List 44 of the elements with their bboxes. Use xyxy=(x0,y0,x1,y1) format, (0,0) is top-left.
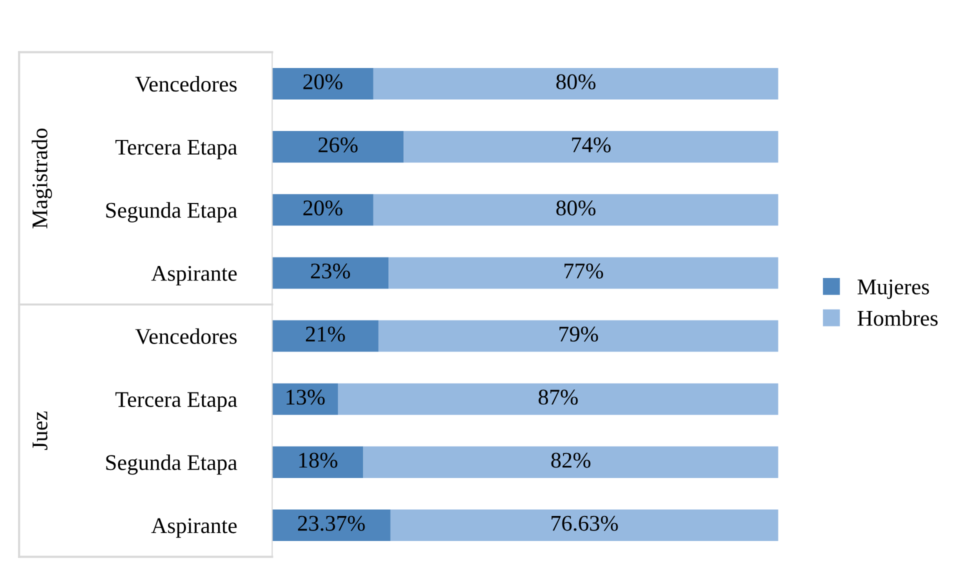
data-label: 23.37% xyxy=(298,516,365,531)
data-label: 18% xyxy=(299,452,338,468)
y-tick-label: Tercera Etapa xyxy=(115,140,238,160)
data-label: 23% xyxy=(310,264,350,279)
bar xyxy=(272,131,404,163)
y-tick-label: Vencedores xyxy=(135,76,237,92)
y-tick-label: Tercera Etapa xyxy=(115,392,238,412)
bar xyxy=(272,257,389,289)
bar xyxy=(363,446,778,478)
legend-label: Mujeres xyxy=(858,279,929,299)
data-label: 87% xyxy=(538,390,578,405)
bar xyxy=(388,257,778,289)
bar xyxy=(390,509,778,542)
y-tick-label: Segunda Etapa xyxy=(106,454,238,475)
text: Juez xyxy=(32,412,48,450)
bar xyxy=(272,68,374,100)
bar xyxy=(373,194,778,226)
data-label: 74% xyxy=(572,137,611,152)
y-tick-label: Aspirante xyxy=(151,518,237,538)
data-label: 21% xyxy=(306,326,345,342)
y-tick-label: Segunda Etapa xyxy=(106,202,238,222)
bar xyxy=(272,383,338,415)
data-label: 77% xyxy=(564,264,604,279)
bar xyxy=(378,320,778,352)
bar xyxy=(272,320,378,352)
data-label: 13% xyxy=(286,390,325,405)
data-label: 79% xyxy=(559,326,598,342)
y-tick-label: Vencedores xyxy=(135,328,237,344)
bar xyxy=(338,383,778,415)
bar xyxy=(373,68,778,100)
bar xyxy=(272,194,374,226)
data-label: 80% xyxy=(556,200,596,216)
text: Magistrado xyxy=(32,128,52,228)
data-label: 26% xyxy=(318,137,358,152)
data-label: 76.63% xyxy=(552,516,618,531)
y-tick-label: Aspirante xyxy=(151,266,237,286)
data-label: 82% xyxy=(551,452,590,468)
legend-label: Hombres xyxy=(858,310,938,326)
data-label: 20% xyxy=(303,200,342,216)
bar xyxy=(272,509,390,542)
bar xyxy=(272,446,364,478)
bar xyxy=(404,131,778,163)
data-label: 80% xyxy=(556,74,596,90)
data-label: 20% xyxy=(303,74,342,90)
